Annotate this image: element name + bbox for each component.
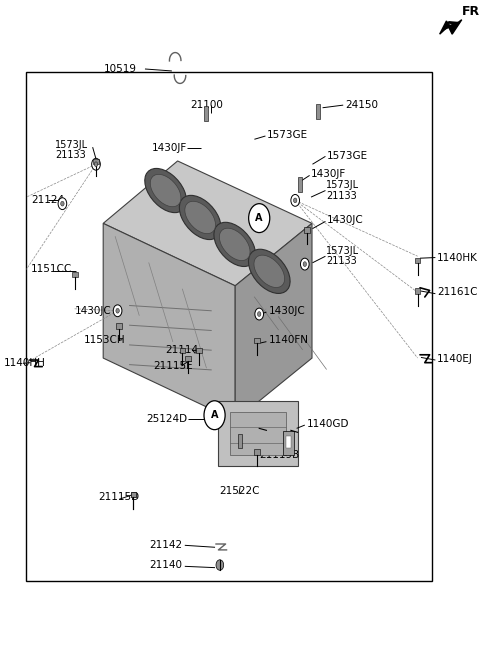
Circle shape (92, 158, 100, 170)
Text: A: A (255, 213, 263, 223)
Polygon shape (235, 223, 312, 420)
Bar (238, 434, 242, 448)
Bar (286, 436, 291, 448)
Text: 21100: 21100 (190, 100, 223, 110)
Ellipse shape (145, 168, 186, 213)
Circle shape (58, 198, 67, 210)
Bar (415, 258, 420, 263)
Text: 1140FN: 1140FN (269, 335, 309, 346)
Text: 1573JL
21133: 1573JL 21133 (55, 139, 88, 160)
Text: 21161C: 21161C (437, 287, 477, 298)
Bar (283, 431, 294, 455)
Circle shape (204, 401, 225, 430)
Circle shape (94, 162, 98, 167)
Bar (196, 348, 202, 353)
Text: 21522C: 21522C (219, 486, 259, 497)
Text: 1430JF: 1430JF (311, 169, 346, 179)
Ellipse shape (254, 255, 285, 288)
Text: 1430JC: 1430JC (269, 306, 306, 316)
Circle shape (116, 308, 120, 313)
Bar (254, 449, 260, 455)
Text: 1430JC: 1430JC (326, 215, 363, 225)
Text: 1151CC: 1151CC (31, 264, 72, 275)
Ellipse shape (249, 249, 290, 294)
Bar (204, 106, 208, 121)
Circle shape (113, 305, 122, 317)
Text: 21142: 21142 (149, 540, 182, 551)
Bar (304, 227, 310, 233)
Circle shape (216, 560, 224, 570)
Text: 1430JF: 1430JF (152, 143, 187, 153)
Circle shape (303, 261, 307, 267)
Circle shape (300, 258, 309, 270)
Circle shape (60, 201, 64, 206)
Text: 21115D: 21115D (98, 491, 140, 502)
Text: 1573GE: 1573GE (266, 129, 308, 140)
Polygon shape (103, 161, 312, 286)
Text: 1153CH: 1153CH (84, 335, 126, 346)
Text: 21140: 21140 (149, 560, 182, 570)
Text: 10519: 10519 (104, 64, 137, 74)
Ellipse shape (214, 222, 255, 267)
Text: 1573JL
21133: 1573JL 21133 (326, 246, 360, 267)
Circle shape (249, 204, 270, 233)
Bar (131, 492, 136, 497)
Bar (298, 177, 302, 192)
Circle shape (293, 198, 297, 203)
Bar (415, 288, 420, 294)
Polygon shape (103, 223, 235, 420)
Text: 21115E: 21115E (154, 361, 193, 371)
Bar (254, 338, 260, 343)
Text: 25124D: 25124D (146, 413, 187, 424)
Text: 1140HH: 1140HH (4, 358, 46, 369)
Text: A: A (211, 410, 218, 420)
Circle shape (257, 311, 261, 317)
Text: 1430JC: 1430JC (74, 306, 111, 316)
Bar (26, 72, 432, 581)
Bar (131, 492, 136, 497)
Text: 1573JL
21133: 1573JL 21133 (326, 180, 360, 201)
Bar (93, 159, 99, 164)
Text: FR.: FR. (462, 5, 480, 18)
Text: 1140HK: 1140HK (437, 252, 478, 263)
Ellipse shape (185, 201, 216, 234)
Text: 1573GE: 1573GE (326, 151, 368, 162)
Polygon shape (440, 20, 462, 34)
Text: 1140EJ: 1140EJ (437, 354, 473, 365)
Ellipse shape (180, 195, 221, 240)
Circle shape (255, 308, 264, 320)
Ellipse shape (219, 228, 250, 261)
Bar (218, 401, 298, 466)
Circle shape (291, 194, 300, 206)
Bar (72, 272, 78, 277)
Text: 24150: 24150 (346, 100, 379, 110)
Bar (180, 348, 185, 353)
Bar (230, 412, 286, 455)
Ellipse shape (150, 174, 181, 207)
Text: 21119B: 21119B (259, 450, 300, 461)
Bar (116, 323, 122, 328)
Text: 21124: 21124 (31, 194, 64, 205)
Bar (316, 104, 320, 119)
Text: 1140GD: 1140GD (307, 419, 350, 429)
Text: 21114: 21114 (166, 344, 199, 355)
Bar (185, 356, 191, 361)
